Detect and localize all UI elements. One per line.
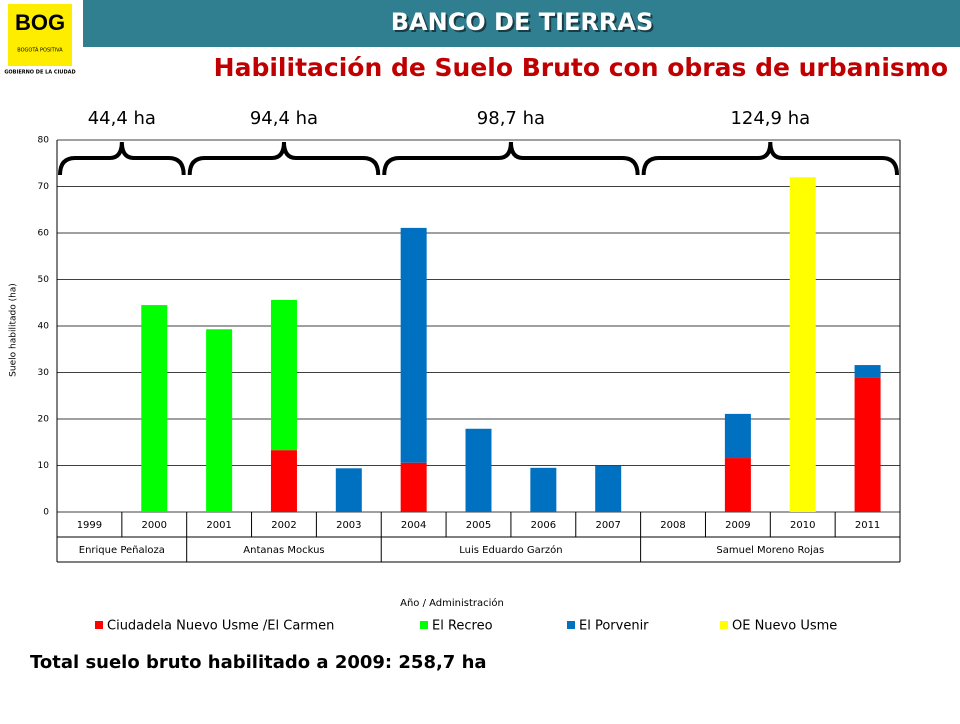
bar-segment — [270, 450, 297, 512]
group-total: 124,9 ha — [730, 108, 810, 129]
bar-segment — [530, 467, 557, 512]
legend-swatch — [420, 621, 428, 629]
x-tick-label: 2000 — [142, 520, 167, 531]
legend-swatch — [567, 621, 575, 629]
group-label: Samuel Moreno Rojas — [716, 545, 824, 556]
y-tick-label: 20 — [38, 415, 50, 425]
bracket — [58, 141, 186, 176]
logo-box — [8, 4, 72, 66]
logo-sub: BOGOTÁ POSITIVA — [17, 47, 63, 54]
footer: Total suelo bruto habilitado a 2009: 258… — [30, 652, 487, 673]
y-tick-label: 50 — [38, 275, 50, 285]
y-tick-label: 10 — [38, 461, 50, 471]
banner-text: BANCO DE TIERRAS — [391, 8, 654, 36]
bar-segment — [400, 462, 427, 512]
y-tick-label: 80 — [38, 136, 50, 146]
chart-title: Habilitación de Suelo Bruto con obras de… — [214, 53, 948, 82]
legend-swatch — [95, 621, 103, 629]
group-total: 94,4 ha — [250, 108, 318, 129]
y-tick-label: 30 — [38, 368, 50, 378]
x-tick-label: 2010 — [790, 520, 815, 531]
bar-segment — [854, 377, 881, 512]
x-tick-label: 2007 — [595, 520, 620, 531]
group-label: Enrique Peñaloza — [79, 545, 165, 556]
legend-swatch — [720, 621, 728, 629]
legend-label: OE Nuevo Usme — [732, 619, 837, 634]
x-tick-label: 2005 — [466, 520, 491, 531]
banner-shadow: BANCO DE TIERRAS — [393, 10, 656, 38]
legend-label: Ciudadela Nuevo Usme /El Carmen — [107, 619, 334, 634]
bar-segment — [595, 465, 622, 512]
bar-segment — [206, 329, 233, 512]
x-axis-title: Año / Administración — [400, 597, 504, 609]
bar-segment — [400, 227, 427, 463]
logo-mark: BOG — [15, 10, 65, 35]
bar-segment — [270, 299, 297, 451]
bar-segment — [724, 413, 751, 459]
x-tick-label: 2004 — [401, 520, 426, 531]
bracket — [382, 141, 640, 176]
logo-org: GOBIERNO DE LA CIUDAD — [4, 70, 75, 76]
bar-segment — [854, 365, 881, 378]
x-tick-label: 2011 — [855, 520, 880, 531]
bar-segment — [141, 305, 168, 512]
bracket — [187, 141, 381, 176]
bar-segment — [335, 468, 362, 512]
group-label: Luis Eduardo Garzón — [459, 544, 562, 556]
x-tick-label: 2006 — [531, 520, 556, 531]
bar-segment — [789, 177, 816, 512]
y-axis-title: Suelo habilitado (ha) — [9, 283, 19, 377]
y-tick-label: 0 — [43, 508, 49, 518]
y-tick-label: 40 — [38, 322, 50, 332]
group-total: 98,7 ha — [477, 108, 545, 129]
banner — [83, 0, 960, 47]
x-tick-label: 1999 — [77, 520, 102, 531]
legend-label: El Recreo — [432, 619, 493, 634]
x-tick-label: 2009 — [725, 520, 750, 531]
x-tick-label: 2001 — [206, 520, 231, 531]
bar-segment — [724, 458, 751, 512]
bar-segment — [465, 428, 492, 512]
x-tick-label: 2003 — [336, 520, 361, 531]
y-tick-label: 70 — [38, 182, 50, 192]
x-tick-label: 2002 — [271, 520, 296, 531]
x-tick-label: 2008 — [660, 520, 685, 531]
bracket — [641, 141, 899, 176]
group-total: 44,4 ha — [88, 108, 156, 129]
y-tick-label: 60 — [38, 229, 50, 239]
group-label: Antanas Mockus — [243, 545, 324, 556]
legend-label: El Porvenir — [579, 619, 649, 634]
